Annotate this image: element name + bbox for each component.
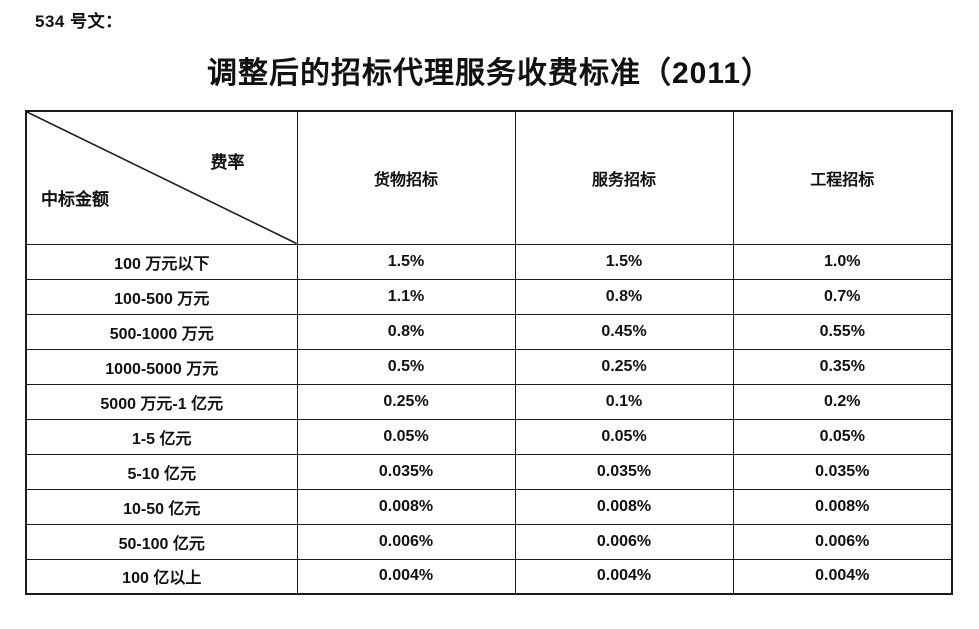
rate-cell: 1.0% xyxy=(732,243,953,280)
table-row: 50-100 亿元 0.006% 0.006% 0.006% xyxy=(25,523,953,560)
corner-label-amount: 中标金额 xyxy=(41,189,109,209)
rate-cell: 0.1% xyxy=(514,383,734,420)
rate-cell: 0.35% xyxy=(732,348,953,385)
row-label: 5-10 亿元 xyxy=(25,453,298,490)
rate-cell: 0.25% xyxy=(296,383,516,420)
row-label: 100 亿以上 xyxy=(25,558,298,595)
row-label: 10-50 亿元 xyxy=(25,488,298,525)
doc-number: 534 号文： xyxy=(35,12,123,31)
header-row: 费率 中标金额 货物招标 服务招标 工程招标 xyxy=(25,110,953,245)
column-header-goods: 货物招标 xyxy=(296,110,516,245)
rate-cell: 0.004% xyxy=(514,558,734,595)
row-label: 500-1000 万元 xyxy=(25,313,298,350)
rate-cell: 0.7% xyxy=(732,278,953,315)
table-row: 5000 万元-1 亿元 0.25% 0.1% 0.2% xyxy=(25,383,953,420)
rate-cell: 0.006% xyxy=(732,523,953,560)
row-label: 1000-5000 万元 xyxy=(25,348,298,385)
rate-cell: 0.55% xyxy=(732,313,953,350)
rate-cell: 0.05% xyxy=(514,418,734,455)
diagonal-divider xyxy=(27,112,297,244)
row-label: 100-500 万元 xyxy=(25,278,298,315)
rate-cell: 1.1% xyxy=(296,278,516,315)
corner-header-cell: 费率 中标金额 xyxy=(25,110,298,245)
row-label: 50-100 亿元 xyxy=(25,523,298,560)
rate-cell: 0.25% xyxy=(514,348,734,385)
table-row: 1000-5000 万元 0.5% 0.25% 0.35% xyxy=(25,348,953,385)
rate-cell: 0.05% xyxy=(296,418,516,455)
rate-cell: 0.035% xyxy=(296,453,516,490)
row-label: 5000 万元-1 亿元 xyxy=(25,383,298,420)
corner-label-rate: 费率 xyxy=(210,153,245,172)
rate-cell: 0.004% xyxy=(296,558,516,595)
row-label: 1-5 亿元 xyxy=(25,418,298,455)
rate-cell: 1.5% xyxy=(296,243,516,280)
column-header-service: 服务招标 xyxy=(514,110,734,245)
table-row: 100 亿以上 0.004% 0.004% 0.004% xyxy=(25,558,953,595)
row-label: 100 万元以下 xyxy=(25,243,298,280)
rate-cell: 0.008% xyxy=(514,488,734,525)
rate-cell: 0.008% xyxy=(732,488,953,525)
rate-cell: 0.008% xyxy=(296,488,516,525)
rate-cell: 0.8% xyxy=(514,278,734,315)
table-row: 500-1000 万元 0.8% 0.45% 0.55% xyxy=(25,313,953,350)
rate-cell: 0.5% xyxy=(296,348,516,385)
rate-cell: 0.45% xyxy=(514,313,734,350)
table-row: 1-5 亿元 0.05% 0.05% 0.05% xyxy=(25,418,953,455)
rate-cell: 0.006% xyxy=(514,523,734,560)
table-row: 5-10 亿元 0.035% 0.035% 0.035% xyxy=(25,453,953,490)
column-header-engineering: 工程招标 xyxy=(732,110,953,245)
rate-cell: 0.006% xyxy=(296,523,516,560)
page-title: 调整后的招标代理服务收费标准（2011） xyxy=(206,57,773,90)
rate-cell: 1.5% xyxy=(514,243,734,280)
table-row: 100 万元以下 1.5% 1.5% 1.0% xyxy=(25,243,953,280)
rate-cell: 0.8% xyxy=(296,313,516,350)
rate-cell: 0.004% xyxy=(732,558,953,595)
table-row: 10-50 亿元 0.008% 0.008% 0.008% xyxy=(25,488,953,525)
rate-cell: 0.035% xyxy=(732,453,953,490)
fee-standard-table: 费率 中标金额 货物招标 服务招标 工程招标 100 万元以下 1.5% 1.5% 1… xyxy=(25,110,953,595)
rate-cell: 0.05% xyxy=(732,418,953,455)
table-row: 100-500 万元 1.1% 0.8% 0.7% xyxy=(25,278,953,315)
rate-cell: 0.035% xyxy=(514,453,734,490)
rate-cell: 0.2% xyxy=(732,383,953,420)
table-body: 100 万元以下 1.5% 1.5% 1.0% 100-500 万元 1.1% 0.8% 0.… xyxy=(25,243,953,595)
